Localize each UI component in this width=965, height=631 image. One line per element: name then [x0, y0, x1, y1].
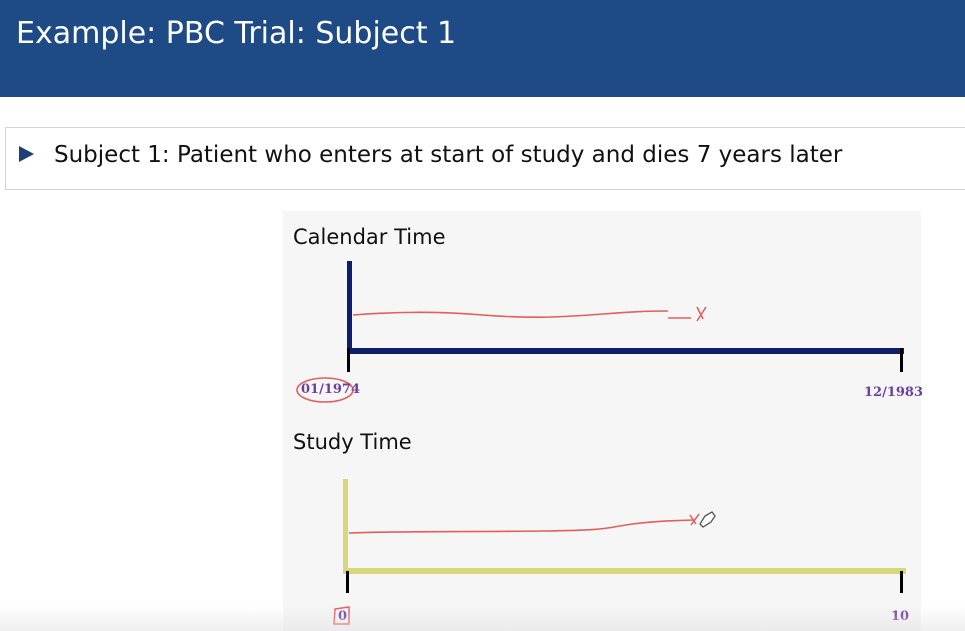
- pen-cursor-icon: [699, 511, 716, 528]
- study-time-label: Study Time: [293, 430, 412, 454]
- x-mark-icon: [689, 513, 700, 526]
- calendar-y-axis: [347, 261, 352, 353]
- triangle-right-icon: [19, 146, 34, 162]
- calendar-x-axis: [347, 348, 904, 354]
- calendar-end-tick-mark: [900, 348, 903, 372]
- study-x-axis: [343, 568, 906, 574]
- calendar-end-label: 12/1983: [864, 385, 924, 400]
- study-followup-line: [348, 519, 694, 534]
- title-bar: Example: PBC Trial: Subject 1: [0, 0, 965, 97]
- start-label-circle: [296, 377, 354, 403]
- calendar-time-label: Calendar Time: [293, 225, 446, 249]
- calendar-start-tick-mark: [347, 348, 350, 372]
- study-end-label: 10: [891, 609, 910, 624]
- calendar-followup-line: [352, 310, 669, 319]
- study-y-axis: [343, 479, 348, 573]
- study-start-tick-mark: [346, 571, 349, 593]
- x-mark-icon: [696, 306, 707, 322]
- study-start-label: 0: [338, 609, 348, 624]
- timeline-figure: Calendar Time: [283, 211, 924, 631]
- slide-title: Example: PBC Trial: Subject 1: [16, 16, 457, 51]
- calendar-start-label: 01/1974: [301, 382, 361, 397]
- bullet-text: Subject 1: Patient who enters at start o…: [54, 142, 843, 168]
- timeline-drawing: [296, 261, 906, 625]
- bullet-box: Subject 1: Patient who enters at start o…: [5, 127, 965, 190]
- study-end-tick-mark: [900, 571, 903, 593]
